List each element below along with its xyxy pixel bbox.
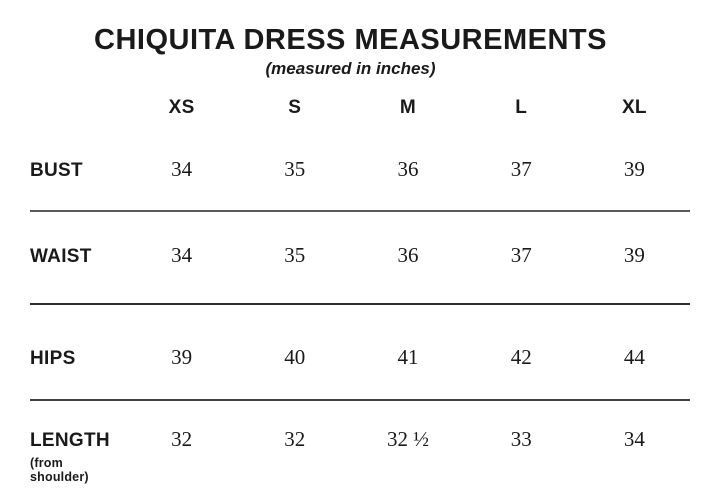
row-label-length-sublabel: (from shoulder) (30, 456, 89, 484)
hips-value-xl: 44 (623, 345, 645, 369)
bust-value-m: 36 (397, 157, 419, 181)
page-title: CHIQUITA DRESS MEASUREMENTS (94, 24, 607, 56)
length-value-l: 33 (510, 427, 532, 451)
waist-value-xl: 39 (623, 243, 645, 267)
hips-value-xs: 39 (171, 345, 193, 369)
row-label-length: LENGTH (from shoulder) (30, 430, 125, 484)
column-header-s: S (288, 97, 302, 118)
divider-line-1 (30, 210, 690, 212)
waist-value-s: 35 (284, 243, 306, 267)
page-subtitle: (measured in inches) (265, 59, 436, 78)
table-row-waist: WAIST 34 35 36 37 39 (30, 243, 691, 268)
divider-line-2 (30, 303, 690, 305)
bust-value-l: 37 (510, 157, 532, 181)
bust-value-s: 35 (284, 157, 306, 181)
row-label-waist: WAIST (30, 246, 92, 267)
waist-value-m: 36 (397, 243, 419, 267)
length-value-xl: 34 (623, 427, 645, 451)
length-value-m: 32 ½ (386, 427, 429, 451)
waist-value-xs: 34 (171, 243, 193, 267)
bust-value-xs: 34 (171, 157, 193, 181)
bust-value-xl: 39 (623, 157, 645, 181)
hips-value-m: 41 (397, 345, 419, 369)
waist-value-l: 37 (510, 243, 532, 267)
hips-value-s: 40 (284, 345, 306, 369)
column-header-xs: XS (168, 97, 195, 118)
hips-value-l: 42 (510, 345, 532, 369)
length-value-s: 32 (284, 427, 306, 451)
row-label-length-text: LENGTH (30, 430, 110, 451)
table-row-length: LENGTH (from shoulder) 32 32 32 ½ 33 34 (30, 427, 691, 484)
column-header-l: L (515, 97, 528, 118)
row-label-bust: BUST (30, 160, 83, 181)
column-header-m: M (399, 97, 417, 118)
table-row-hips: HIPS 39 40 41 42 44 (30, 345, 691, 370)
length-value-xs: 32 (171, 427, 193, 451)
table-row-bust: BUST 34 35 36 37 39 (30, 157, 691, 182)
column-header-xl: XL (621, 97, 647, 118)
table-header-row: XS S M L XL (30, 97, 691, 119)
divider-line-3 (30, 399, 690, 401)
row-label-hips: HIPS (30, 348, 76, 369)
